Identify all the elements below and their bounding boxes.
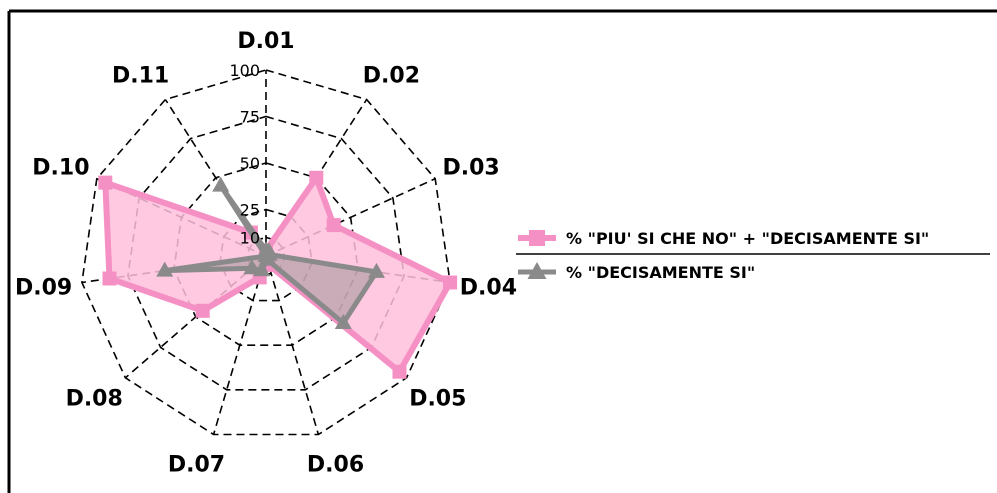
tick-label-100: 100 — [229, 61, 260, 80]
axis-label-D.10: D.10 — [32, 155, 89, 180]
legend-item-1: % "PIU' SI CHE NO" + "DECISAMENTE SI" — [518, 229, 929, 248]
legend-swatch-marker — [529, 230, 545, 246]
series-2 — [156, 176, 385, 329]
series-1-point-D.09 — [102, 271, 117, 286]
legend-label-2: % "DECISAMENTE SI" — [566, 263, 755, 282]
series-1-area — [105, 177, 451, 372]
series-2-point-D.09 — [156, 261, 174, 277]
series-2-point-D.11 — [212, 176, 230, 192]
legend-label-1: % "PIU' SI CHE NO" + "DECISAMENTE SI" — [566, 229, 929, 248]
series-2-point-D.05 — [334, 314, 352, 329]
series-2-point-D.08 — [243, 259, 261, 275]
axis-labels: D.01 D.02 D.03 D.04 D.05 D.06 D.07 D.08 D.09 D.10… — [15, 29, 517, 477]
grid-ring-100 — [81, 69, 451, 436]
axis-label-D.08: D.08 — [66, 386, 123, 411]
legend-swatch-marker — [527, 262, 547, 279]
series-2-area — [164, 185, 377, 323]
axis-label-D.07: D.07 — [168, 452, 225, 477]
series-1-point-D.02 — [309, 170, 324, 185]
axis-label-D.02: D.02 — [363, 63, 420, 88]
spoke-D.06 — [265, 255, 320, 435]
axis-label-D.05: D.05 — [409, 386, 466, 411]
series-2-point-D.04 — [368, 262, 385, 278]
series-1-point-D.05 — [392, 364, 407, 379]
tick-label-25: 25 — [240, 201, 260, 220]
legend: % "PIU' SI CHE NO" + "DECISAMENTE SI" % "… — [516, 229, 990, 282]
series-1-point-D.10 — [98, 175, 113, 190]
axis-label-D.04: D.04 — [460, 276, 517, 301]
series-1-point-D.04 — [443, 275, 458, 290]
series-1-point-D.08 — [195, 303, 210, 318]
legend-item-2: % "DECISAMENTE SI" — [518, 262, 755, 282]
axis-label-D.01: D.01 — [237, 29, 294, 54]
tick-label-50: 50 — [240, 154, 260, 173]
axis-label-D.11: D.11 — [112, 63, 169, 88]
tick-label-75: 75 — [240, 108, 260, 127]
axis-label-D.06: D.06 — [307, 452, 364, 477]
series-layer — [98, 170, 458, 379]
frame-border — [7, 9, 997, 493]
tick-label-10: 10 — [240, 228, 260, 247]
spoke-D.07 — [212, 255, 267, 435]
axis-label-D.03: D.03 — [443, 155, 500, 180]
axis-label-D.09: D.09 — [15, 276, 72, 301]
grid-ring-50 — [173, 162, 359, 347]
radial-tick-labels: 10 25 50 75 100 — [229, 61, 260, 247]
series-1-point-D.03 — [326, 218, 341, 233]
grid-ring-75 — [127, 115, 405, 391]
series-2-point-D.10 — [257, 247, 275, 262]
